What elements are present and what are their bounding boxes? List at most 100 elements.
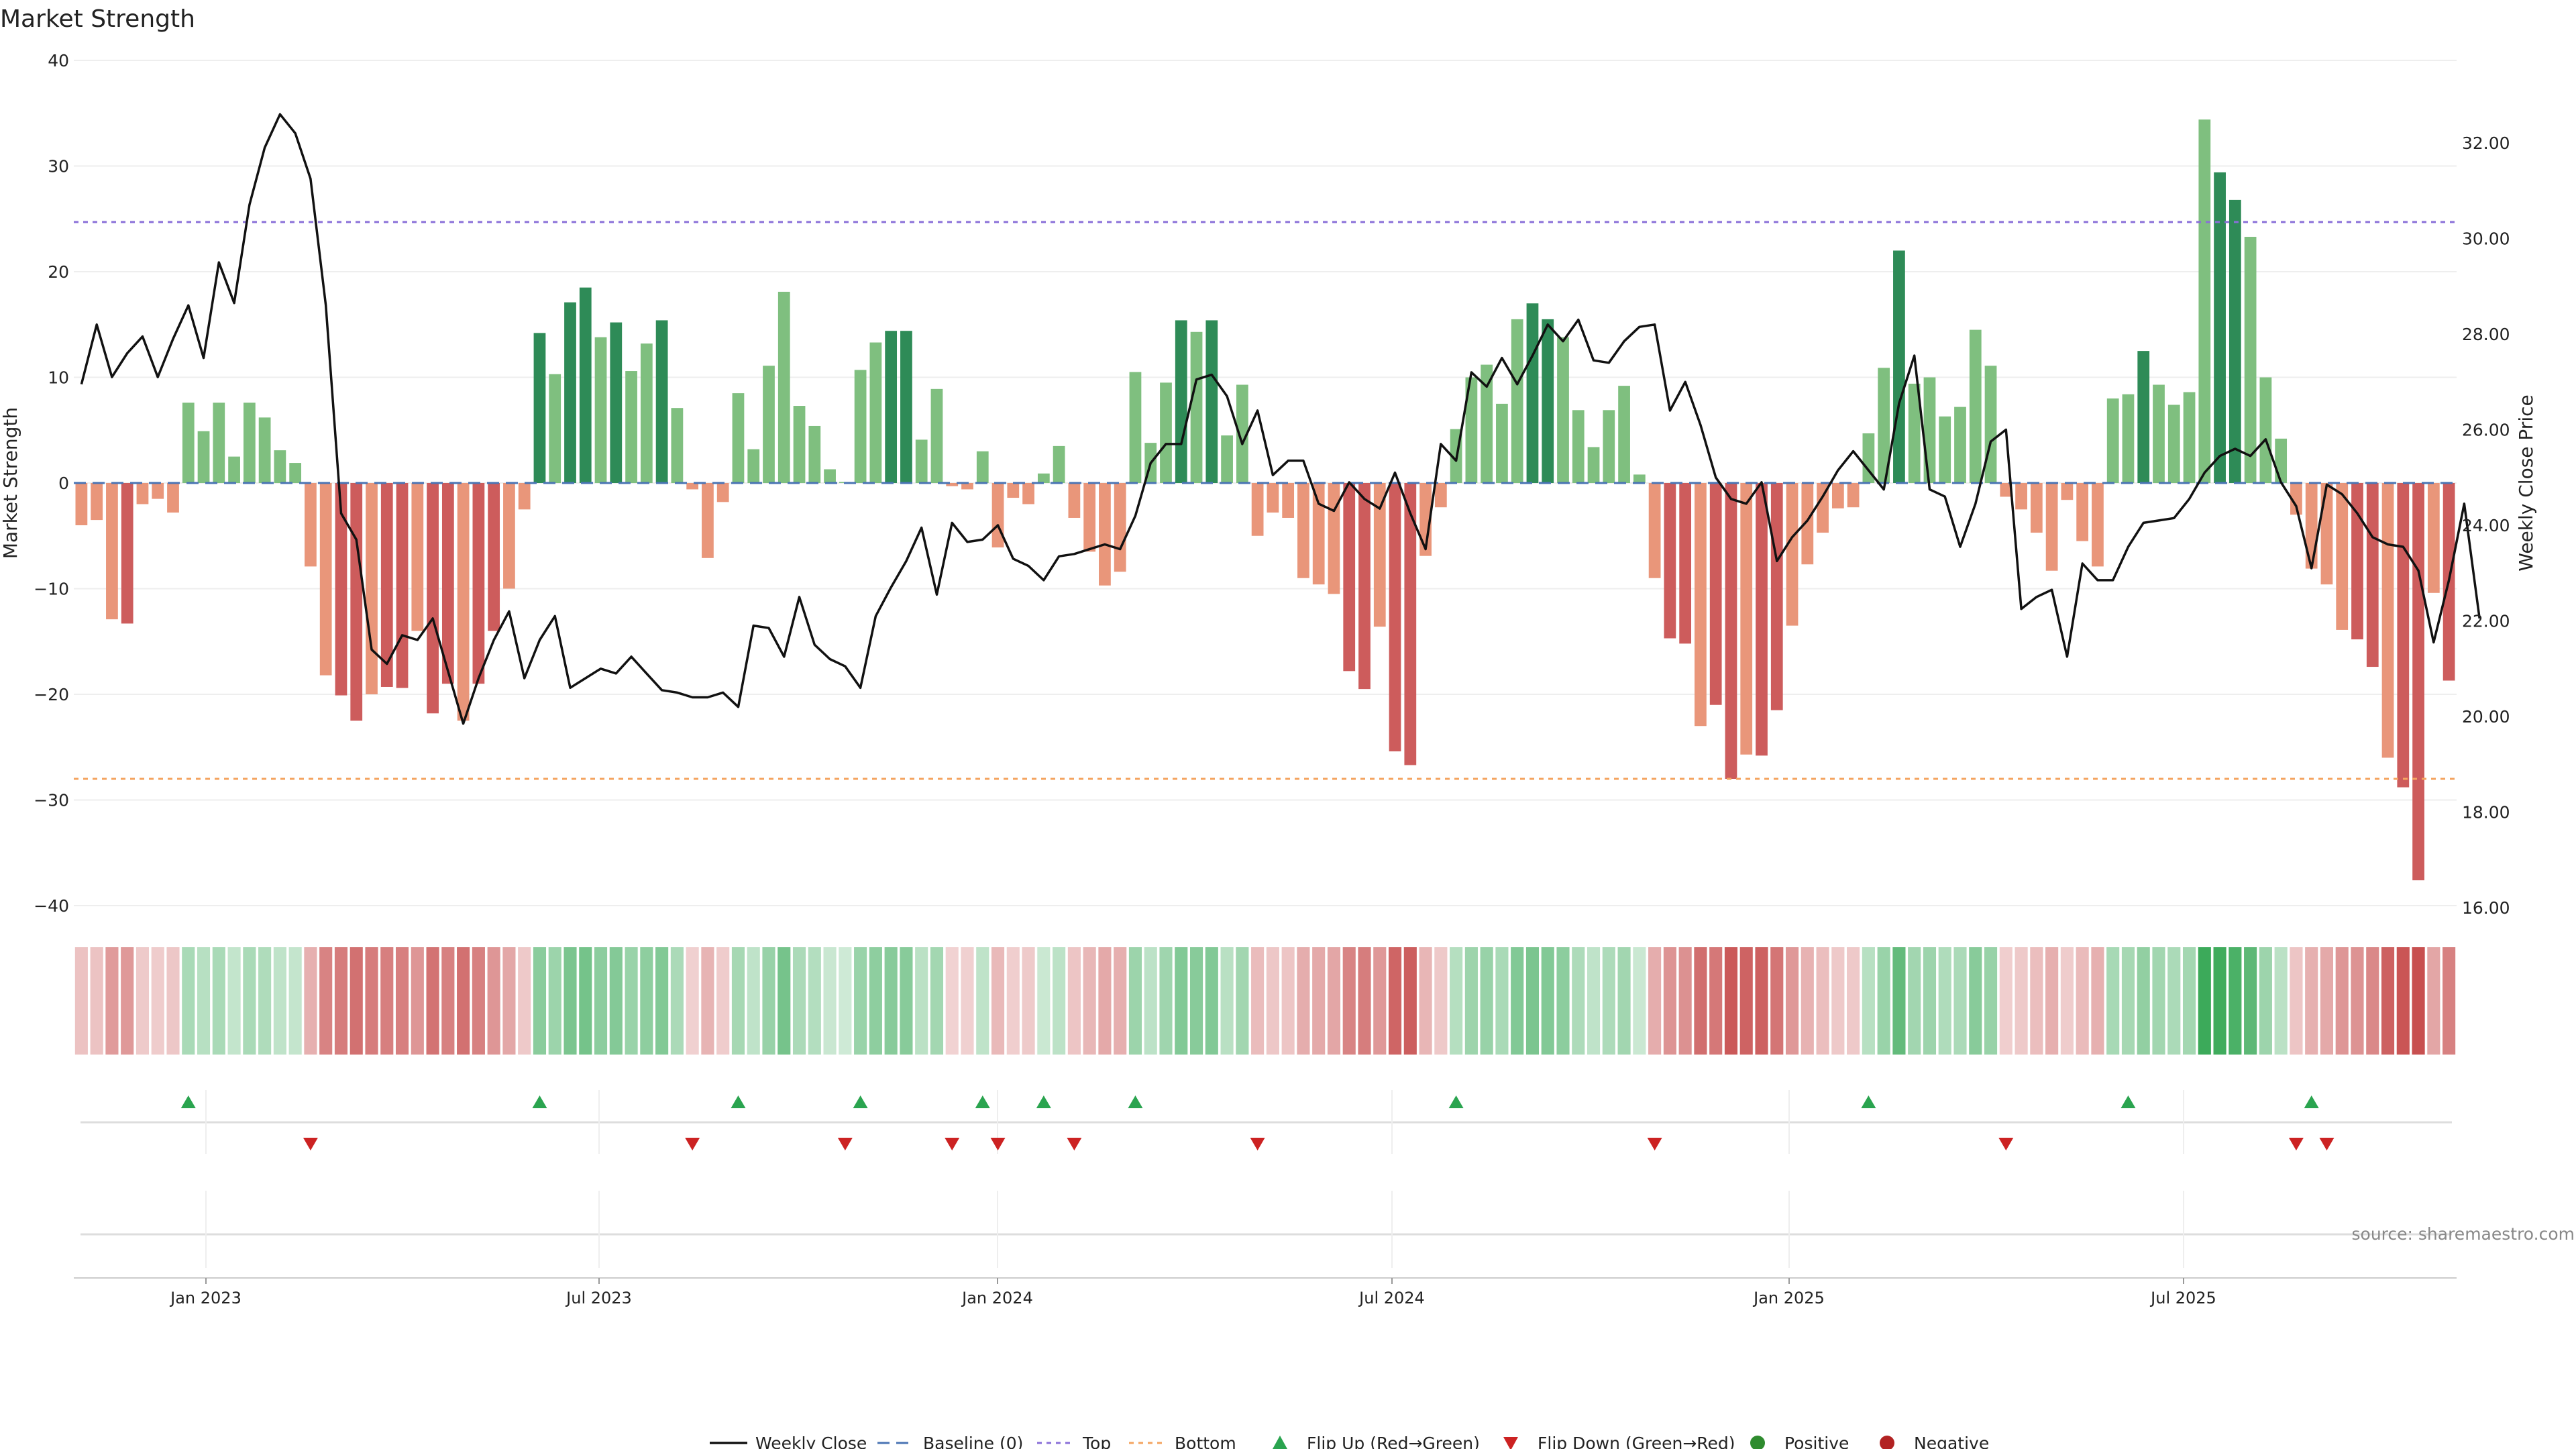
- strength-bar: [1954, 407, 1966, 483]
- heat-cell: [274, 947, 286, 1055]
- heat-cell: [2397, 947, 2410, 1055]
- y2-axis-label: Weekly Close Price: [2515, 394, 2537, 571]
- heat-cell: [1679, 947, 1692, 1055]
- strength-bar: [473, 483, 485, 684]
- heat-cell: [961, 947, 973, 1055]
- heat-cell: [2183, 947, 2196, 1055]
- heat-cell: [1236, 947, 1248, 1055]
- strength-bar: [213, 402, 225, 483]
- heat-cell: [2305, 947, 2318, 1055]
- heat-cell: [1007, 947, 1020, 1055]
- y2-tick-label: 28.00: [2462, 325, 2510, 344]
- x-tick-label: Jul 2023: [565, 1289, 632, 1307]
- heat-cell: [1083, 947, 1096, 1055]
- heat-cell: [2366, 947, 2379, 1055]
- strength-bar: [595, 337, 607, 483]
- heat-cell: [869, 947, 882, 1055]
- y-tick-label: 10: [48, 368, 69, 388]
- legend-label: Bottom: [1175, 1434, 1236, 1449]
- heat-cell: [1267, 947, 1279, 1055]
- heat-cell: [594, 947, 607, 1055]
- heat-cell: [2229, 947, 2241, 1055]
- strength-bar: [656, 320, 668, 483]
- strength-bar: [2245, 237, 2257, 483]
- heat-cell: [747, 947, 760, 1055]
- heat-cell: [136, 947, 149, 1055]
- heat-cell: [258, 947, 271, 1055]
- strength-bar: [1130, 372, 1142, 483]
- strength-bar: [992, 483, 1004, 547]
- heat-cell: [839, 947, 851, 1055]
- strength-bar: [305, 483, 317, 566]
- y2-tick-label: 26.00: [2462, 421, 2510, 440]
- strength-bar: [900, 331, 912, 483]
- heat-cell: [1022, 947, 1035, 1055]
- legend-swatch-flip-down: [1503, 1437, 1518, 1449]
- heat-cell: [1221, 947, 1234, 1055]
- x-axis-ticks: Jan 2023 Jul 2023 Jan 2024 Jul 2024 Jan 2025…: [169, 1278, 2216, 1307]
- x-tick-label: Jul 2024: [1358, 1289, 1425, 1307]
- strength-bar: [1358, 483, 1371, 689]
- strength-bar: [672, 408, 684, 483]
- strength-bar: [76, 483, 88, 525]
- heat-cell: [427, 947, 439, 1055]
- heat-cell: [1053, 947, 1065, 1055]
- strength-bar: [855, 370, 867, 483]
- strength-bar: [2336, 483, 2348, 630]
- heat-cell: [1511, 947, 1523, 1055]
- heat-cell: [946, 947, 959, 1055]
- heat-cell: [2214, 947, 2226, 1055]
- strength-bar: [1282, 483, 1294, 518]
- heat-cell: [762, 947, 775, 1055]
- heat-cell: [1526, 947, 1539, 1055]
- heat-cell: [1389, 947, 1401, 1055]
- strength-bar: [1740, 483, 1752, 755]
- strength-bar: [198, 431, 210, 483]
- strength-bar: [763, 366, 775, 483]
- heat-cell: [197, 947, 210, 1055]
- heat-cell: [518, 947, 531, 1055]
- heat-cell: [2000, 947, 2012, 1055]
- heat-cell: [1862, 947, 1875, 1055]
- heat-cell: [2290, 947, 2302, 1055]
- heat-cell: [2336, 947, 2349, 1055]
- heat-cell: [1542, 947, 1554, 1055]
- heat-cell: [915, 947, 928, 1055]
- heat-cell: [411, 947, 424, 1055]
- heat-cell: [900, 947, 912, 1055]
- strength-bar: [2275, 439, 2287, 483]
- flip-up-marker: [1128, 1095, 1142, 1108]
- heat-cell: [991, 947, 1004, 1055]
- strength-bar: [91, 483, 103, 520]
- strength-bar: [549, 374, 561, 483]
- heat-cell: [121, 947, 133, 1055]
- strength-bar: [458, 483, 470, 720]
- strength-bar: [717, 483, 729, 502]
- strength-bar: [1297, 483, 1309, 578]
- strength-bar: [1756, 483, 1768, 755]
- strength-bar: [1267, 483, 1279, 513]
- flip-down-marker: [1250, 1138, 1265, 1150]
- flip-up-marker: [2304, 1095, 2319, 1108]
- strength-bar: [1389, 483, 1401, 751]
- heat-cell: [1068, 947, 1081, 1055]
- heat-cell: [1495, 947, 1508, 1055]
- strength-bar: [1679, 483, 1691, 643]
- strength-bar: [1205, 320, 1218, 483]
- heat-cell: [2061, 947, 2074, 1055]
- strength-bar: [2168, 405, 2180, 483]
- heat-cell: [1465, 947, 1478, 1055]
- y2-tick-label: 20.00: [2462, 707, 2510, 727]
- heat-cell: [1694, 947, 1707, 1055]
- strength-bars: [76, 119, 2455, 880]
- heat-cell: [1343, 947, 1356, 1055]
- strength-bar: [1343, 483, 1355, 671]
- heat-cell: [1114, 947, 1126, 1055]
- strength-bar: [1496, 404, 1508, 483]
- strength-bar: [870, 343, 882, 483]
- heat-cell: [1556, 947, 1569, 1055]
- heat-cell: [1144, 947, 1157, 1055]
- x-tick-label: Jan 2025: [1752, 1289, 1825, 1307]
- heat-cell: [1358, 947, 1371, 1055]
- strength-bar: [625, 371, 637, 483]
